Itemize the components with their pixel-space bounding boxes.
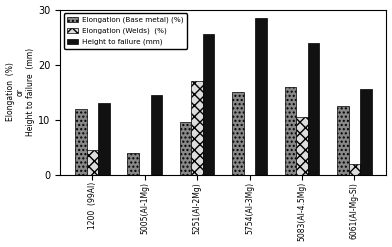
Legend: Elongation (Base metal) (%), Elongation (Welds)  (%), Height to failure (mm): Elongation (Base metal) (%), Elongation … — [64, 13, 187, 49]
Bar — [87, 150, 98, 175]
Bar — [191, 81, 203, 175]
Bar — [337, 106, 348, 175]
Bar — [296, 117, 308, 175]
Bar — [75, 108, 87, 175]
Bar — [348, 164, 360, 175]
Bar — [151, 95, 162, 175]
Bar — [180, 122, 191, 175]
Bar — [98, 103, 110, 175]
Bar — [285, 86, 296, 175]
Bar — [308, 42, 319, 175]
Y-axis label: Elongation  (%)
or
Height to failure  (mm): Elongation (%) or Height to failure (mm) — [5, 48, 35, 136]
Bar — [203, 34, 214, 175]
Bar — [127, 153, 139, 175]
Bar — [360, 89, 372, 175]
Bar — [255, 18, 267, 175]
Bar — [232, 92, 244, 175]
